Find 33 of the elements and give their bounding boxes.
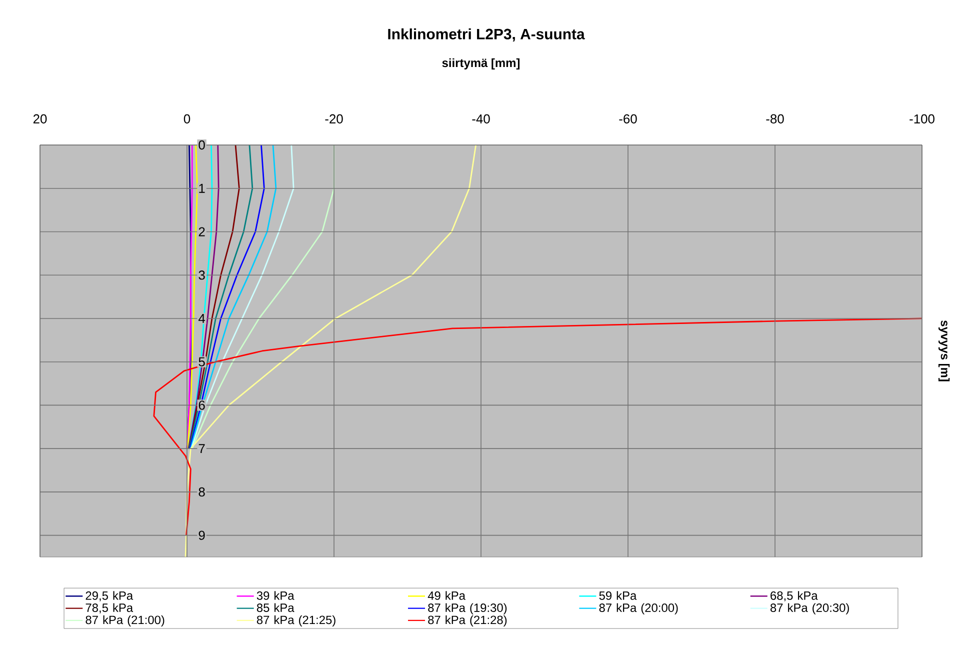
legend-label: 87 kPa (20:30)	[770, 603, 849, 614]
y-tick-label: 4	[198, 314, 206, 323]
y-tick-label: 0	[198, 140, 205, 150]
legend-label: 29,5 kPa	[86, 591, 134, 602]
y-tick-label: 8	[198, 487, 205, 497]
legend-label: 68,5 kPa	[770, 591, 818, 602]
legend-label: 87 kPa (21:00)	[86, 615, 164, 627]
x-tick-label: -60	[619, 114, 637, 124]
legend-label: 87 kPa (21:25)	[256, 615, 336, 627]
y-tick-label: 7	[198, 444, 205, 454]
y-tick-label: 6	[198, 400, 205, 410]
x-tick-label: -20	[325, 114, 343, 124]
legend-label: 59 kPa	[599, 591, 637, 600]
legend-label: 87 kPa (21:28)	[428, 615, 507, 627]
legend-label: 87 kPa (19:30)	[428, 603, 507, 614]
x-tick-label: -40	[472, 114, 490, 124]
legend-label: 49 kPa	[428, 591, 466, 600]
chart-title: Inklinometri L2P3, A-suunta	[388, 28, 585, 42]
x-axis-title: siirtymä [mm]	[442, 58, 520, 70]
legend-label: 39 kPa	[256, 591, 294, 600]
legend-label: 85 kPa	[256, 603, 294, 612]
x-tick-label: 20	[33, 114, 47, 124]
x-tick-label: 0	[184, 114, 190, 124]
legend-label: 87 kPa (20:00)	[599, 603, 678, 614]
y-tick-label: 3	[198, 270, 205, 280]
x-tick-label: -80	[766, 114, 784, 124]
y-tick-label: 2	[198, 227, 205, 236]
y-axis-title: syvyys [m]	[938, 320, 950, 382]
legend-label: 78,5 kPa	[86, 603, 134, 614]
y-tick-label: 1	[199, 184, 205, 193]
y-tick-label: 5	[198, 357, 205, 366]
x-tick-label: -100	[910, 114, 934, 124]
y-tick-label: 9	[198, 530, 205, 540]
